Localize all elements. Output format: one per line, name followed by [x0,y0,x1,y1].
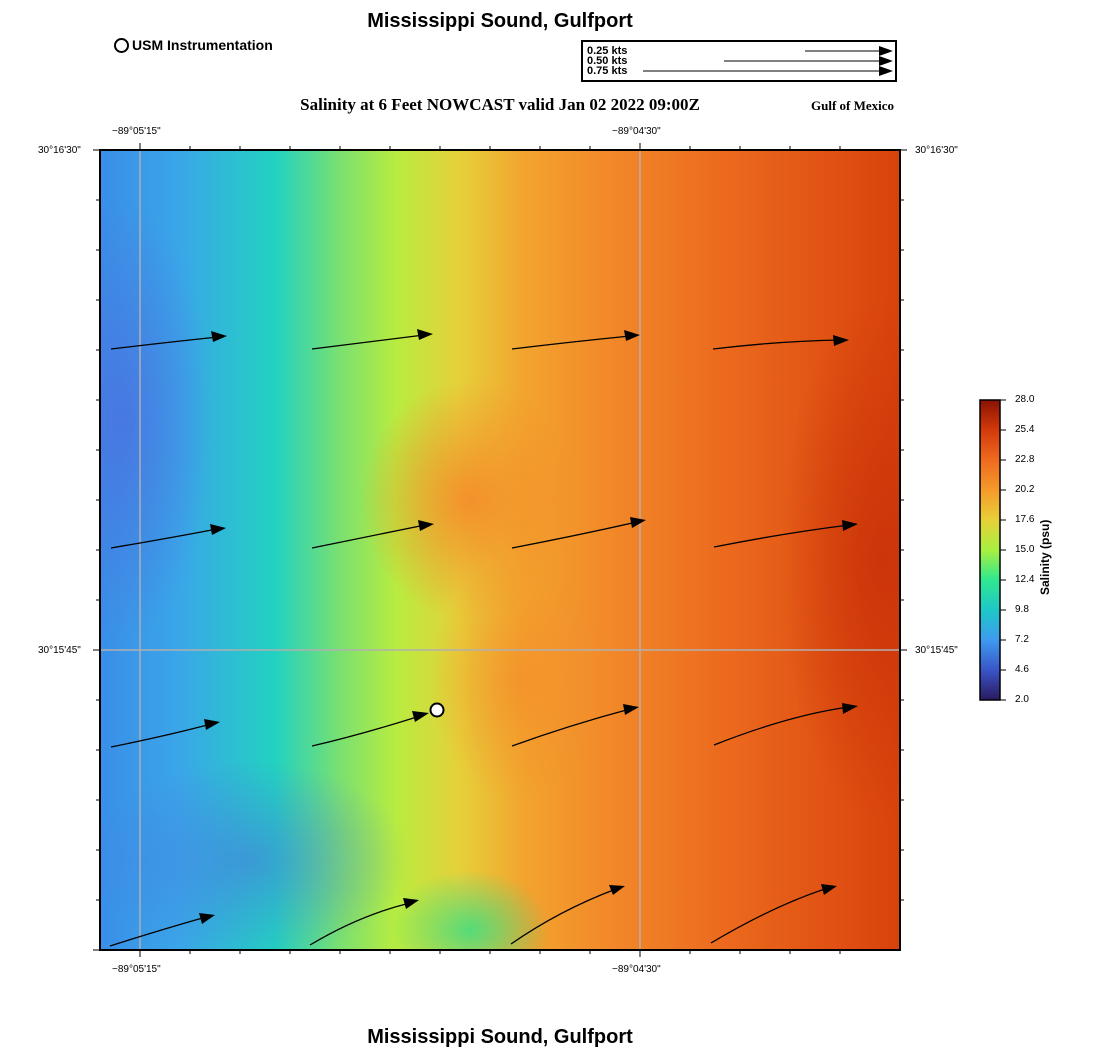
current-arrow [110,336,219,350]
lon-label-bottom-1: −89°05'15" [112,964,161,975]
station-legend: USM Instrumentation [114,37,273,53]
map-footer-title: Mississippi Sound, Gulfport [367,1026,633,1048]
current-arrow [713,706,850,746]
current-arrow [511,521,638,549]
station-circle-icon [114,37,129,53]
colorbar-ticks [1000,399,1006,701]
current-arrow [511,335,631,350]
colorbar-label: 12.4 [1015,574,1035,585]
map-subtitle: Salinity at 6 Feet NOWCAST valid Jan 02 … [300,95,700,114]
colorbar-label: 4.6 [1015,664,1029,675]
lat-label-right-2: 30°15'45" [915,645,958,656]
speed-scale-label-3: 0.75 kts [587,65,628,77]
colorbar-label: 17.6 [1015,514,1035,525]
current-arrow [712,339,841,350]
current-arrow [710,887,829,944]
region-label: Gulf of Mexico [811,98,895,113]
current-arrow [110,723,212,748]
current-speed-scale: 0.25 kts 0.50 kts 0.75 kts [581,40,897,82]
lat-label-right-1: 30°16'30" [915,145,958,156]
colorbar-label: 9.8 [1015,604,1029,615]
colorbar-label: 2.0 [1015,694,1029,705]
station-legend-label: USM Instrumentation [132,37,273,53]
current-arrow [311,334,425,350]
current-vectors [109,334,850,947]
station-marker[interactable] [429,702,445,718]
colorbar-label: 15.0 [1015,544,1035,555]
current-arrow [309,902,411,946]
current-arrowheads [199,329,858,924]
speed-scale-label-1: 0.25 kts [587,45,628,57]
current-arrow [311,715,421,747]
salinity-field [100,150,900,950]
map-ticks [93,143,907,957]
graticule [100,150,900,950]
current-arrow [511,708,631,747]
lat-label-left-1: 30°16'30" [38,145,81,156]
colorbar-label: 20.2 [1015,484,1035,495]
lon-label-bottom-2: −89°04'30" [612,964,661,975]
current-arrow [510,888,617,945]
colorbar-label: 7.2 [1015,634,1029,645]
current-arrow [109,916,207,947]
lat-label-left-2: 30°15'45" [38,645,81,656]
lon-label-top-2: −89°04'30" [612,126,661,137]
lon-label-top-1: −89°05'15" [112,126,161,137]
colorbar-title: Salinity (psu) [1038,519,1052,595]
map-title: Mississippi Sound, Gulfport [367,10,633,32]
colorbar-label: 22.8 [1015,454,1035,465]
current-arrow [110,528,218,549]
speed-scale-arrows [643,46,893,76]
colorbar-label: 25.4 [1015,424,1035,435]
current-arrow [713,524,850,548]
colorbar [979,399,1001,701]
colorbar-label: 28.0 [1015,394,1035,405]
speed-scale-label-2: 0.50 kts [587,55,628,67]
current-arrow [311,524,426,549]
